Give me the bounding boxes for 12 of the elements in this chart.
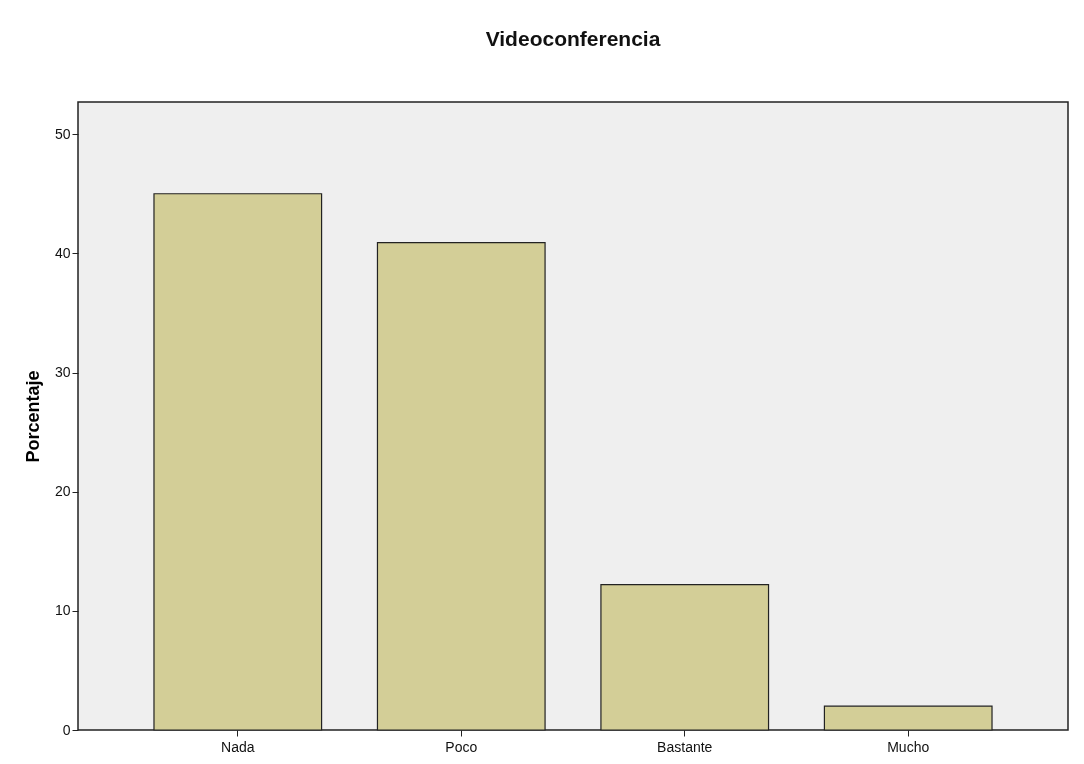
x-tick-label: Bastante — [657, 738, 713, 755]
y-tick-label: 50 — [54, 125, 71, 142]
y-tick-label: 40 — [54, 244, 71, 261]
x-tick-label: Mucho — [887, 738, 930, 755]
y-axis-title: Porcentaje — [22, 370, 43, 463]
y-tick-label: 20 — [54, 483, 71, 500]
chart-title: Videoconferencia — [485, 27, 661, 50]
x-tick-label: Poco — [445, 738, 478, 755]
x-tick-label: Nada — [221, 738, 255, 755]
y-tick-label: 0 — [62, 721, 71, 738]
y-tick-label: 10 — [54, 602, 71, 619]
y-tick-label: 30 — [54, 364, 71, 380]
